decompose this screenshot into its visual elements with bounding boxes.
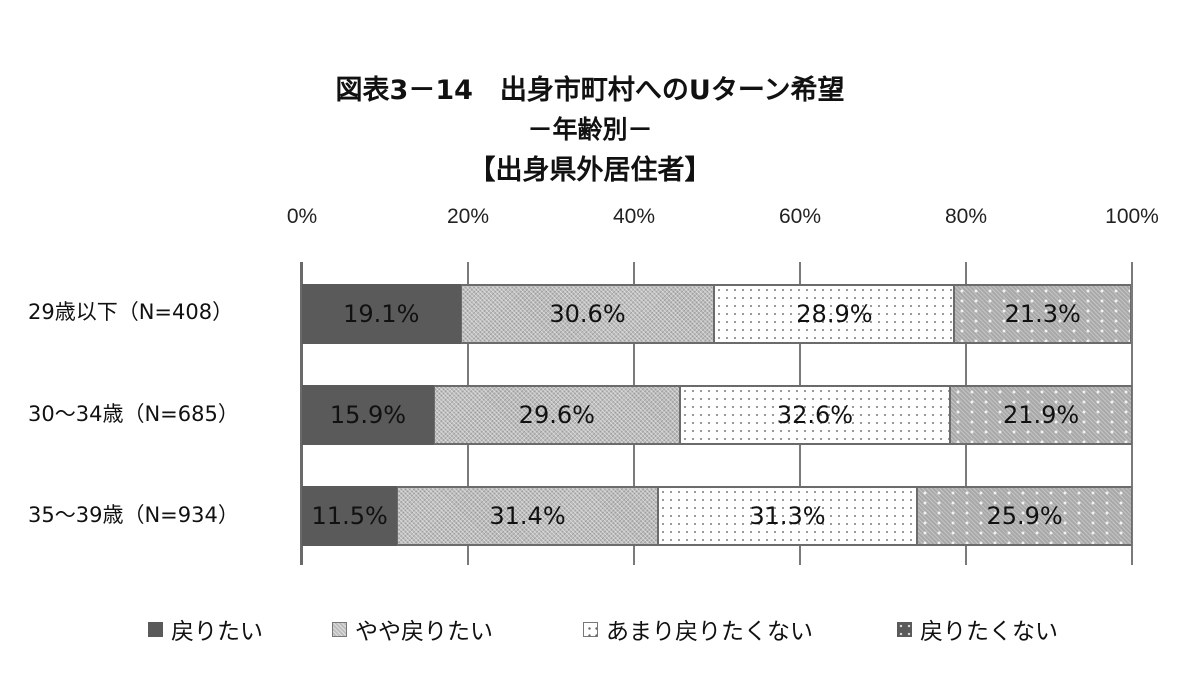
bar-segment: 28.9% [714,284,955,344]
x-tick-label: 100% [1105,205,1159,228]
chart-subtitle: －年齢別－ [527,115,653,144]
legend-item: 戻りたくない [897,612,1058,646]
legend-item: やや戻りたい [332,612,493,646]
data-label: 30.6% [549,300,626,328]
legend-swatch-icon [148,621,163,637]
legend-label: 戻りたくない [920,619,1058,645]
data-label: 21.3% [1004,300,1081,328]
legend-label: 戻りたい [171,619,263,645]
plot-area: 19.1% 30.6% 28.9% 21.3% 15.9% 29.6% 32.6% 21.9%… [300,262,1133,565]
bar-segment: 19.1% [302,284,461,344]
legend-swatch-icon [897,621,912,637]
legend: 戻りたい やや戻りたい あまり戻りたくない 戻りたくない [0,612,1200,646]
data-label: 32.6% [776,401,854,429]
data-label: 11.5% [311,502,388,530]
data-label: 15.9% [329,401,407,429]
legend-item: 戻りたい [148,612,263,646]
bar-segment: 25.9% [917,486,1132,546]
x-tick-label: 0% [286,205,318,228]
category-label: 29歳以下（N=408） [28,300,234,324]
bar-segment: 21.3% [954,284,1132,344]
bar-segment: 15.9% [302,385,434,445]
category-label: 30～34歳（N=685） [28,402,239,426]
bar-segment: 31.4% [397,486,658,546]
x-tick-label: 20% [446,205,490,228]
x-tick-label: 40% [612,205,656,228]
data-label: 29.6% [518,401,595,429]
chart-title: 図表3－14 出身市町村へのUターン希望 [335,75,845,106]
data-label: 19.1% [343,300,420,328]
legend-label: あまり戻りたくない [606,619,813,645]
bar-segment: 21.9% [950,385,1132,445]
bar-row: 19.1% 30.6% 28.9% 21.3% [302,284,1132,344]
gridline [1131,262,1133,565]
bar-row: 11.5% 31.4% 31.3% 25.9% [302,486,1132,546]
bar-segment: 11.5% [302,486,398,546]
legend-swatch-icon [332,621,347,637]
legend-item: あまり戻りたくない [583,612,813,646]
bar-row: 15.9% 29.6% 32.6% 21.9% [302,385,1132,445]
category-label: 35～39歳（N=934） [28,503,239,527]
bar-segment: 30.6% [460,284,715,344]
data-label: 28.9% [796,300,873,328]
y-axis-line [300,262,303,565]
chart-subtitle-group: 【出身県外居住者】 [468,155,712,186]
data-label: 31.4% [489,502,566,530]
legend-swatch-icon [583,621,598,637]
bar-segment: 29.6% [433,385,680,445]
bar-segment: 32.6% [679,385,951,445]
data-label: 31.3% [749,502,826,530]
x-tick-label: 60% [778,205,822,228]
x-tick-label: 80% [944,205,988,228]
legend-label: やや戻りたい [355,619,493,645]
bar-segment: 31.3% [657,486,918,546]
data-label: 25.9% [986,502,1063,530]
data-label: 21.9% [1002,401,1080,429]
